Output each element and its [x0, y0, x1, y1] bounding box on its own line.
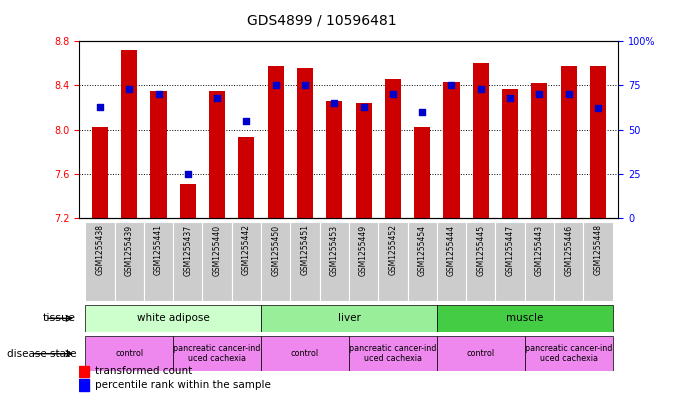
Text: GSM1255439: GSM1255439 — [125, 224, 134, 275]
Point — [241, 118, 252, 124]
Bar — [356, 103, 372, 218]
Bar — [495, 222, 524, 301]
Bar — [297, 68, 313, 218]
Bar — [290, 222, 320, 301]
Bar — [378, 222, 408, 301]
Bar — [231, 222, 261, 301]
Bar — [583, 222, 613, 301]
Point — [504, 95, 515, 101]
Bar — [554, 222, 583, 301]
Bar — [180, 184, 196, 218]
Bar — [144, 222, 173, 301]
Bar — [466, 222, 495, 301]
Bar — [79, 365, 89, 377]
Text: GSM1255443: GSM1255443 — [535, 224, 544, 275]
Point — [388, 91, 399, 97]
Text: GSM1255454: GSM1255454 — [417, 224, 426, 275]
Bar — [560, 66, 577, 218]
Bar — [414, 127, 430, 218]
Point — [95, 104, 106, 110]
Bar — [202, 222, 231, 301]
Point — [563, 91, 574, 97]
Bar — [121, 50, 138, 218]
Text: GSM1255450: GSM1255450 — [272, 224, 281, 275]
Text: GSM1255447: GSM1255447 — [506, 224, 515, 275]
Bar — [349, 222, 378, 301]
Text: GSM1255437: GSM1255437 — [183, 224, 192, 275]
Bar — [173, 222, 202, 301]
Point — [358, 104, 369, 110]
Bar — [524, 336, 613, 371]
Point — [182, 171, 193, 177]
Bar — [473, 63, 489, 218]
Bar — [79, 380, 89, 391]
Text: liver: liver — [337, 313, 361, 323]
Bar — [408, 222, 437, 301]
Text: pancreatic cancer-ind
uced cachexia: pancreatic cancer-ind uced cachexia — [349, 344, 437, 364]
Bar — [385, 79, 401, 218]
Bar — [502, 89, 518, 218]
Text: disease state: disease state — [6, 349, 76, 359]
Point — [124, 86, 135, 92]
Bar — [320, 222, 349, 301]
Bar — [261, 336, 349, 371]
Text: control: control — [466, 349, 495, 358]
Point — [592, 105, 603, 112]
Point — [153, 91, 164, 97]
Text: control: control — [115, 349, 143, 358]
Point — [211, 95, 223, 101]
Bar — [85, 222, 115, 301]
Bar — [524, 222, 554, 301]
Text: white adipose: white adipose — [137, 313, 209, 323]
Bar — [261, 222, 290, 301]
Text: GSM1255445: GSM1255445 — [476, 224, 485, 275]
Text: muscle: muscle — [506, 313, 543, 323]
Bar — [326, 101, 342, 218]
Text: GSM1255438: GSM1255438 — [95, 224, 104, 275]
Bar — [85, 305, 261, 332]
Text: GDS4899 / 10596481: GDS4899 / 10596481 — [247, 14, 396, 28]
Point — [417, 109, 428, 115]
Bar — [437, 336, 524, 371]
Bar — [151, 91, 167, 218]
Bar — [437, 305, 613, 332]
Point — [270, 83, 281, 89]
Bar — [437, 222, 466, 301]
Point — [534, 91, 545, 97]
Text: tissue: tissue — [43, 313, 76, 323]
Text: pancreatic cancer-ind
uced cachexia: pancreatic cancer-ind uced cachexia — [173, 344, 261, 364]
Text: GSM1255442: GSM1255442 — [242, 224, 251, 275]
Text: percentile rank within the sample: percentile rank within the sample — [95, 380, 270, 390]
Text: GSM1255441: GSM1255441 — [154, 224, 163, 275]
Bar — [444, 82, 460, 218]
Bar — [531, 83, 547, 218]
Text: GSM1255440: GSM1255440 — [213, 224, 222, 275]
Bar — [261, 305, 437, 332]
Text: GSM1255451: GSM1255451 — [301, 224, 310, 275]
Point — [299, 83, 310, 89]
Text: GSM1255446: GSM1255446 — [564, 224, 573, 275]
Text: transformed count: transformed count — [95, 366, 192, 376]
Text: GSM1255452: GSM1255452 — [388, 224, 397, 275]
Text: control: control — [291, 349, 319, 358]
Bar — [590, 66, 606, 218]
Text: GSM1255444: GSM1255444 — [447, 224, 456, 275]
Bar — [349, 336, 437, 371]
Bar — [267, 66, 284, 218]
Text: pancreatic cancer-ind
uced cachexia: pancreatic cancer-ind uced cachexia — [525, 344, 612, 364]
Bar — [115, 222, 144, 301]
Bar — [238, 138, 254, 218]
Point — [475, 86, 486, 92]
Bar — [209, 91, 225, 218]
Point — [329, 100, 340, 106]
Text: GSM1255449: GSM1255449 — [359, 224, 368, 275]
Point — [446, 83, 457, 89]
Bar — [92, 127, 108, 218]
Text: GSM1255453: GSM1255453 — [330, 224, 339, 275]
Text: GSM1255448: GSM1255448 — [594, 224, 603, 275]
Bar — [173, 336, 261, 371]
Bar — [85, 336, 173, 371]
